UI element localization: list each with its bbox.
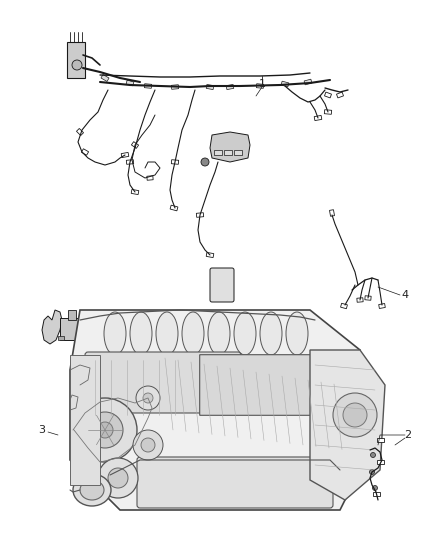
Bar <box>60 318 78 340</box>
Circle shape <box>201 158 209 166</box>
Bar <box>206 253 214 257</box>
Bar <box>131 189 139 195</box>
Bar <box>126 160 134 164</box>
Ellipse shape <box>208 312 230 355</box>
Bar <box>336 92 343 98</box>
Circle shape <box>98 458 138 498</box>
Bar <box>341 303 347 309</box>
Ellipse shape <box>104 312 126 355</box>
Bar <box>224 149 232 155</box>
Ellipse shape <box>286 312 308 355</box>
Bar <box>121 152 129 158</box>
Bar <box>226 84 234 90</box>
Bar <box>206 84 214 90</box>
Bar <box>234 149 242 155</box>
Ellipse shape <box>80 480 104 500</box>
Bar <box>256 84 264 88</box>
Circle shape <box>133 430 163 460</box>
Bar <box>68 310 76 320</box>
Text: 4: 4 <box>402 290 409 300</box>
Bar <box>214 149 222 155</box>
Bar <box>357 298 363 302</box>
Bar <box>58 336 64 340</box>
Bar <box>147 176 153 180</box>
Bar <box>365 296 371 300</box>
Circle shape <box>87 412 123 448</box>
Bar <box>329 209 335 216</box>
Circle shape <box>143 393 153 403</box>
Circle shape <box>370 470 374 474</box>
Bar <box>131 142 138 148</box>
Bar <box>196 213 204 217</box>
Ellipse shape <box>234 312 256 355</box>
Text: 3: 3 <box>39 425 46 435</box>
Bar <box>314 116 322 120</box>
Bar <box>170 205 178 211</box>
Text: 2: 2 <box>404 430 412 440</box>
Bar <box>379 303 385 309</box>
Bar <box>325 110 332 114</box>
Ellipse shape <box>260 312 282 355</box>
Polygon shape <box>310 350 385 500</box>
Bar <box>377 438 384 442</box>
FancyBboxPatch shape <box>210 268 234 302</box>
Bar <box>171 160 179 164</box>
Bar <box>70 355 100 485</box>
FancyBboxPatch shape <box>200 354 325 415</box>
FancyBboxPatch shape <box>137 457 333 508</box>
Polygon shape <box>42 310 62 344</box>
Circle shape <box>343 403 367 427</box>
Circle shape <box>97 422 113 438</box>
Circle shape <box>141 438 155 452</box>
Bar <box>67 42 85 78</box>
Bar <box>325 92 332 98</box>
Bar <box>171 85 179 90</box>
Bar <box>77 128 84 135</box>
Bar <box>81 149 88 155</box>
Circle shape <box>72 60 82 70</box>
Text: 1: 1 <box>258 79 265 89</box>
Bar <box>372 492 379 496</box>
Bar <box>281 81 289 87</box>
Ellipse shape <box>156 312 178 355</box>
Circle shape <box>372 486 378 490</box>
Circle shape <box>73 398 137 462</box>
Bar <box>145 84 152 88</box>
FancyBboxPatch shape <box>85 352 241 413</box>
Bar <box>304 79 312 85</box>
Circle shape <box>333 393 377 437</box>
Polygon shape <box>210 132 250 162</box>
Polygon shape <box>70 310 360 510</box>
Bar <box>377 460 384 464</box>
Circle shape <box>136 386 160 410</box>
Ellipse shape <box>182 312 204 355</box>
Circle shape <box>371 453 375 457</box>
Ellipse shape <box>73 474 111 506</box>
Ellipse shape <box>130 312 152 355</box>
Bar <box>101 75 109 82</box>
Bar <box>126 80 134 86</box>
Circle shape <box>108 468 128 488</box>
